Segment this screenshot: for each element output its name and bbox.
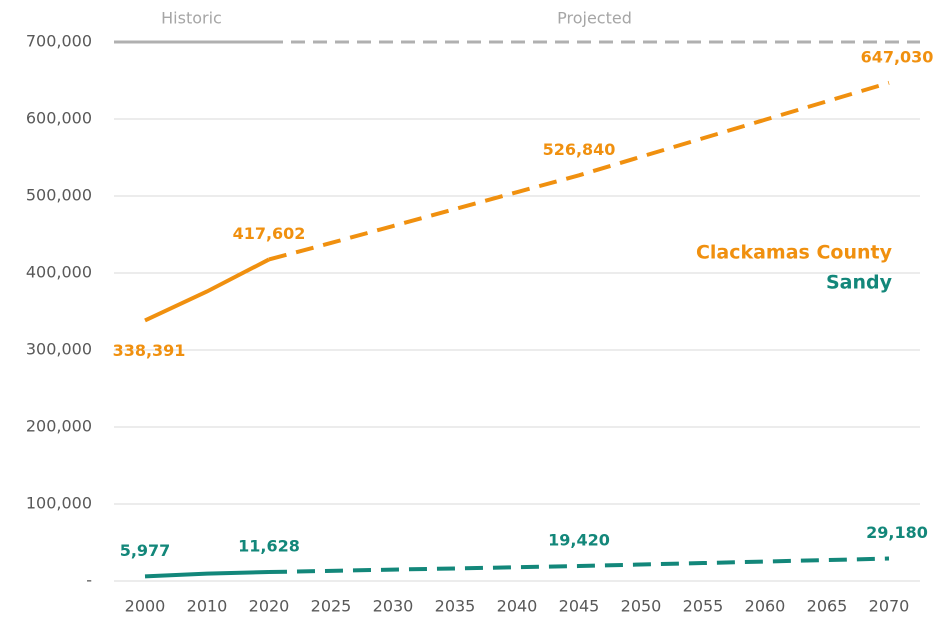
data-label: 417,602 [233, 224, 306, 243]
legend-entry: Sandy [826, 272, 893, 294]
x-tick-label: 2045 [559, 597, 600, 616]
data-label: 338,391 [113, 341, 186, 360]
x-tick-label: 2050 [621, 597, 662, 616]
data-label: 11,628 [238, 537, 300, 556]
y-tick-label: 600,000 [26, 109, 92, 128]
series-line [144, 257, 270, 323]
x-tick-label: 2020 [249, 597, 290, 616]
x-tick-label: 2070 [869, 597, 910, 616]
series-line [268, 556, 890, 575]
x-tick-label: 2010 [187, 597, 228, 616]
series-line [144, 570, 270, 579]
y-tick-label: 200,000 [26, 417, 92, 436]
y-tick-label: - [86, 571, 92, 590]
x-tick-label: 2000 [125, 597, 166, 616]
x-tick-label: 2030 [373, 597, 414, 616]
y-tick-label: 500,000 [26, 186, 92, 205]
x-tick-label: 2035 [435, 597, 476, 616]
y-tick-label: 400,000 [26, 263, 92, 282]
legend-entry: Clackamas County [696, 242, 893, 264]
y-tick-label: 300,000 [26, 340, 92, 359]
y-tick-label: 100,000 [26, 494, 92, 513]
x-tick-label: 2025 [311, 597, 352, 616]
data-label: 526,840 [543, 140, 616, 159]
data-label: 29,180 [866, 523, 928, 542]
data-label: 5,977 [120, 541, 171, 560]
data-label: 647,030 [861, 47, 934, 66]
y-tick-label: 700,000 [26, 32, 92, 51]
x-tick-label: 2060 [745, 597, 786, 616]
x-tick-label: 2065 [807, 597, 848, 616]
period-label: Projected [557, 9, 632, 28]
x-tick-label: 2055 [683, 597, 724, 616]
x-tick-label: 2040 [497, 597, 538, 616]
series-line [268, 80, 890, 262]
data-label: 19,420 [548, 531, 610, 550]
period-label: Historic [161, 9, 222, 28]
